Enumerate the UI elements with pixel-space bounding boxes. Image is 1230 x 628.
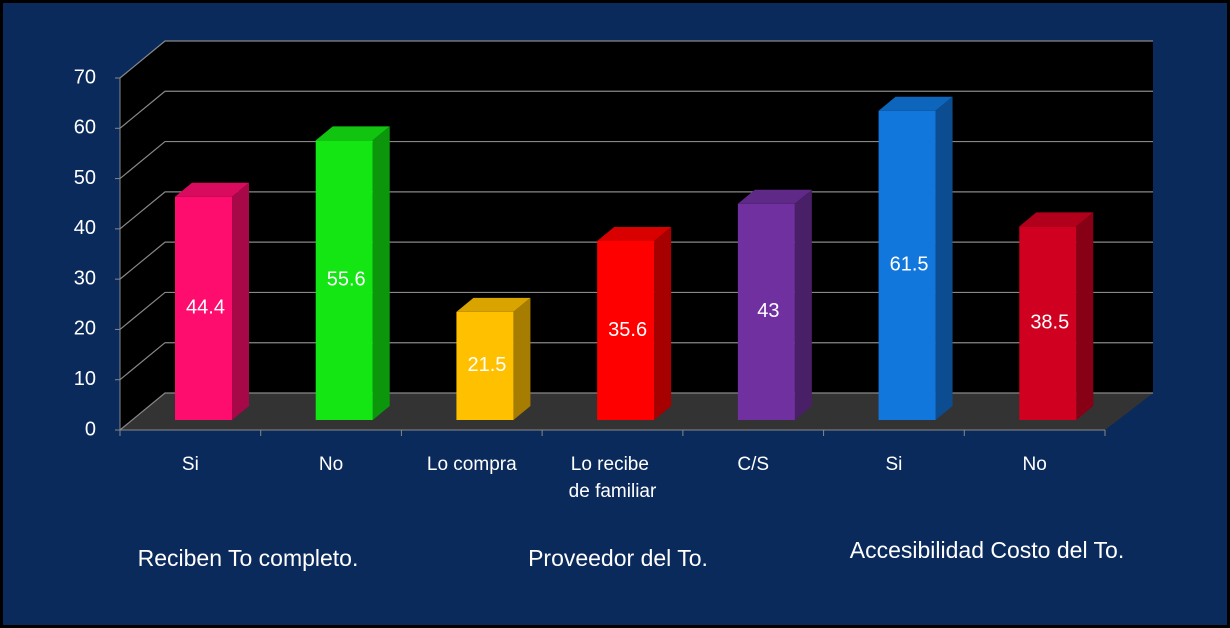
bar-top xyxy=(1019,212,1094,227)
value-label: 35.6 xyxy=(608,319,647,341)
value-label: 44.4 xyxy=(186,297,225,319)
bar-side xyxy=(935,96,953,420)
bar xyxy=(175,182,249,420)
bar-front xyxy=(175,196,232,420)
value-label: 55.6 xyxy=(327,268,366,290)
bar-front xyxy=(737,203,795,420)
y-tick-label: 50 xyxy=(74,167,96,189)
x-tick-label: No xyxy=(1022,454,1046,475)
y-tick-label: 70 xyxy=(74,66,96,88)
bar-side xyxy=(372,126,390,420)
grid-line xyxy=(119,241,1153,280)
x-tick-label: Si xyxy=(885,454,902,475)
bar-top xyxy=(175,182,249,197)
group-label: Reciben To completo. xyxy=(138,545,359,571)
bar xyxy=(737,189,812,420)
value-label: 61.5 xyxy=(890,254,929,276)
x-tick-label: No xyxy=(319,454,343,475)
bar xyxy=(1019,212,1094,420)
grid-line xyxy=(119,90,1153,129)
bar xyxy=(878,96,953,420)
bar-front xyxy=(315,140,373,420)
x-tick-label: Si xyxy=(182,454,199,475)
x-tick-label: Lo recibe de familiar xyxy=(569,454,657,502)
grid-line xyxy=(119,392,1153,431)
y-tick-label: 30 xyxy=(74,267,96,289)
bar-front xyxy=(597,240,655,420)
bar-top xyxy=(315,126,390,141)
grid-line xyxy=(119,191,1153,230)
bar xyxy=(456,297,531,420)
side-wall xyxy=(120,41,165,430)
bar-side xyxy=(1076,212,1094,420)
bar-top xyxy=(878,96,953,111)
bar xyxy=(597,226,672,420)
bar-side xyxy=(794,189,812,420)
bar-top xyxy=(456,297,531,312)
x-tick-label: Lo compra xyxy=(427,454,517,475)
value-label: 43 xyxy=(757,300,779,322)
bar-top xyxy=(597,226,672,241)
bar xyxy=(315,126,390,420)
grid-line xyxy=(119,342,1153,381)
y-tick-label: 40 xyxy=(74,217,96,239)
grid-line xyxy=(119,291,1153,330)
bar-front xyxy=(878,110,936,420)
bar-front xyxy=(1019,226,1077,420)
bar-side xyxy=(654,226,672,420)
y-tick-label: 60 xyxy=(74,117,96,139)
group-label: Accesibilidad Costo del To. xyxy=(850,537,1124,563)
bar-side xyxy=(232,182,249,420)
bar-top xyxy=(737,189,812,204)
x-tick-label: C/S xyxy=(737,454,769,475)
y-tick-label: 10 xyxy=(74,368,96,390)
grid-line xyxy=(119,40,1153,79)
value-label: 38.5 xyxy=(1030,311,1069,333)
bar-side xyxy=(513,297,531,420)
y-tick-label: 20 xyxy=(74,318,96,340)
y-tick-label: 0 xyxy=(85,418,96,440)
group-label: Proveedor del To. xyxy=(528,545,708,571)
grid-line xyxy=(119,140,1153,180)
bar-front xyxy=(456,311,514,420)
value-label: 21.5 xyxy=(467,354,506,376)
